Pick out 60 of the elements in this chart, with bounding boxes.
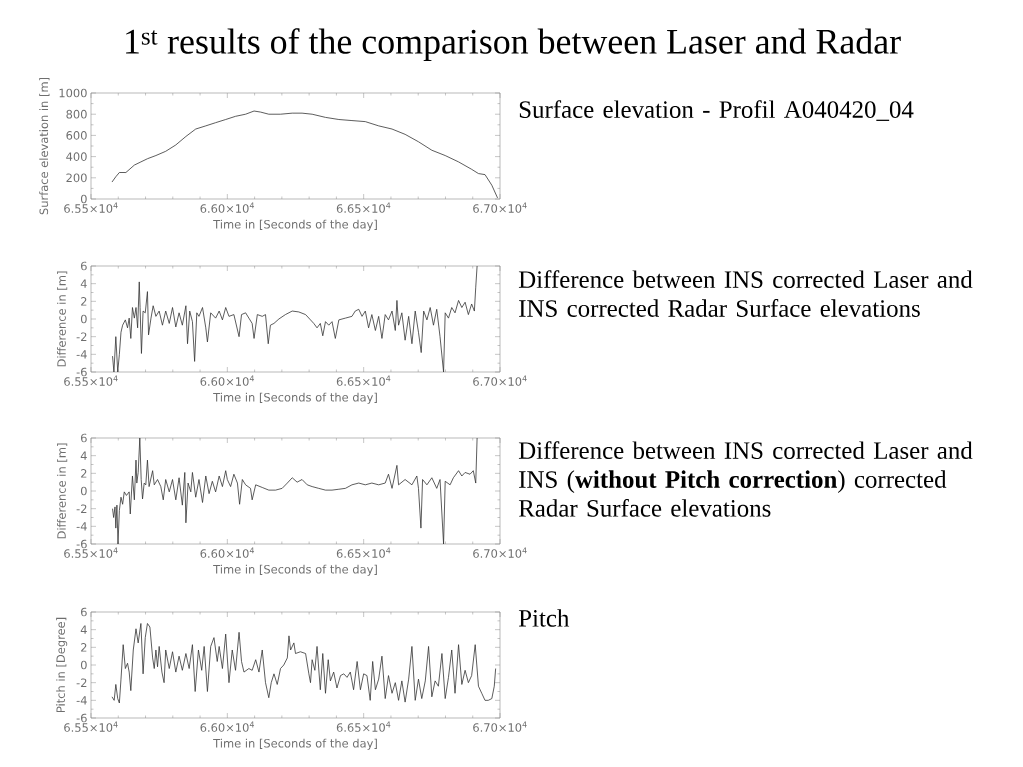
chart-title: Pitch <box>518 609 570 627</box>
x-tick-label: 6.55×10$^{4}$ <box>64 202 118 213</box>
y-tick-label: -6 <box>76 713 87 723</box>
x-tick-label: 6.55×10$^{4}$ <box>64 547 118 558</box>
y-tick-label: -2 <box>76 504 87 513</box>
x-tick-label: 6.60×10$^{4}$ <box>200 375 255 386</box>
y-tick-label: 800 <box>66 109 87 119</box>
chart-title: Difference between INS corrected Laser and INS (without Pitch correction) corrected Radar Surface elevations <box>518 441 973 517</box>
line-series <box>112 438 478 545</box>
line-series <box>112 266 478 372</box>
y-tick-label: -2 <box>76 678 87 687</box>
x-tick-label: 6.55×10$^{4}$ <box>64 721 118 732</box>
y-tick-label: 1000 <box>59 88 87 98</box>
x-tick-label: 6.65×10$^{4}$ <box>336 375 391 386</box>
y-tick-label: 6 <box>80 607 87 617</box>
y-tick-label: -6 <box>76 539 87 549</box>
x-tick-label: 6.65×10$^{4}$ <box>336 202 391 213</box>
y-tick-label: 6 <box>80 261 87 271</box>
y-tick-label: 4 <box>80 279 87 288</box>
y-tick-label: 200 <box>66 173 87 183</box>
y-tick-label: -6 <box>76 367 87 377</box>
x-tick-label: 6.60×10$^{4}$ <box>200 202 255 213</box>
y-tick-label: 6 <box>80 433 87 443</box>
x-axis-title: Time in [Seconds of the day] <box>213 219 377 231</box>
chart-title: 1$^{st}$ results of the comparison between Laser and Radar <box>126 28 901 62</box>
x-tick-label: 6.60×10$^{4}$ <box>200 721 255 732</box>
line-series <box>111 110 498 199</box>
y-tick-label: 0 <box>80 194 87 204</box>
y-tick-label: -4 <box>76 522 87 531</box>
y-tick-label: -4 <box>76 696 87 705</box>
y-axis-title: Surface elevation in [m] <box>39 77 50 215</box>
y-axis-title: Difference in [m] <box>57 271 68 367</box>
y-tick-label: 400 <box>66 152 87 161</box>
text: Surface elevation - Profil A040420_04 <box>519 100 914 121</box>
y-tick-label: 0 <box>80 486 87 496</box>
x-axis-title: Time in [Seconds of the day] <box>213 564 377 576</box>
y-axis-title: Difference in [m] <box>57 443 68 539</box>
y-tick-label: -4 <box>76 350 87 359</box>
x-tick-label: 6.65×10$^{4}$ <box>336 547 391 558</box>
y-tick-label: 4 <box>80 625 87 634</box>
y-tick-label: 2 <box>81 469 87 478</box>
y-tick-label: 2 <box>81 297 87 306</box>
x-tick-label: 6.65×10$^{4}$ <box>336 721 391 732</box>
y-tick-label: -2 <box>76 332 87 341</box>
text: Difference between INS corrected Laser and INS corrected Radar Surface elevations <box>518 270 973 317</box>
y-tick-label: 600 <box>66 131 87 140</box>
x-tick-label: 6.60×10$^{4}$ <box>200 547 255 558</box>
x-tick-label: 6.70×10$^{4}$ <box>473 202 527 213</box>
y-tick-label: 4 <box>80 451 87 460</box>
y-tick-label: 0 <box>80 660 87 670</box>
y-tick-label: 2 <box>81 643 87 652</box>
line-series <box>111 623 497 704</box>
x-tick-label: 6.70×10$^{4}$ <box>473 721 527 732</box>
x-axis-title: Time in [Seconds of the day] <box>213 738 377 750</box>
x-axis-title: Time in [Seconds of the day] <box>213 392 377 404</box>
y-tick-label: 0 <box>80 314 87 324</box>
y-axis-title: Pitch in [Degree] <box>56 617 68 713</box>
x-tick-label: 6.55×10$^{4}$ <box>64 375 118 386</box>
x-tick-label: 6.70×10$^{4}$ <box>473 375 527 386</box>
x-tick-label: 6.70×10$^{4}$ <box>473 547 527 558</box>
